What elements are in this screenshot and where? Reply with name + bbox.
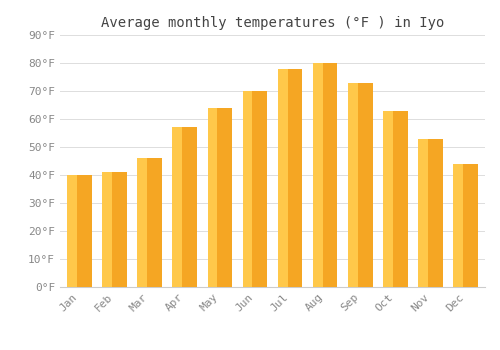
Bar xyxy=(348,83,372,287)
Bar xyxy=(278,69,287,287)
Bar xyxy=(418,139,443,287)
Bar xyxy=(313,63,338,287)
Bar xyxy=(138,158,147,287)
Bar xyxy=(383,111,393,287)
Bar xyxy=(454,164,478,287)
Bar xyxy=(383,111,407,287)
Bar xyxy=(418,139,428,287)
Bar xyxy=(67,175,77,287)
Bar xyxy=(102,172,126,287)
Bar xyxy=(348,83,358,287)
Bar xyxy=(278,69,302,287)
Bar xyxy=(67,175,92,287)
Bar xyxy=(102,172,112,287)
Bar xyxy=(172,127,197,287)
Bar xyxy=(313,63,322,287)
Bar xyxy=(172,127,182,287)
Bar xyxy=(208,108,218,287)
Bar xyxy=(242,91,267,287)
Bar xyxy=(208,108,232,287)
Bar xyxy=(454,164,463,287)
Bar xyxy=(138,158,162,287)
Title: Average monthly temperatures (°F ) in Iyo: Average monthly temperatures (°F ) in Iy… xyxy=(101,16,444,30)
Bar xyxy=(242,91,252,287)
